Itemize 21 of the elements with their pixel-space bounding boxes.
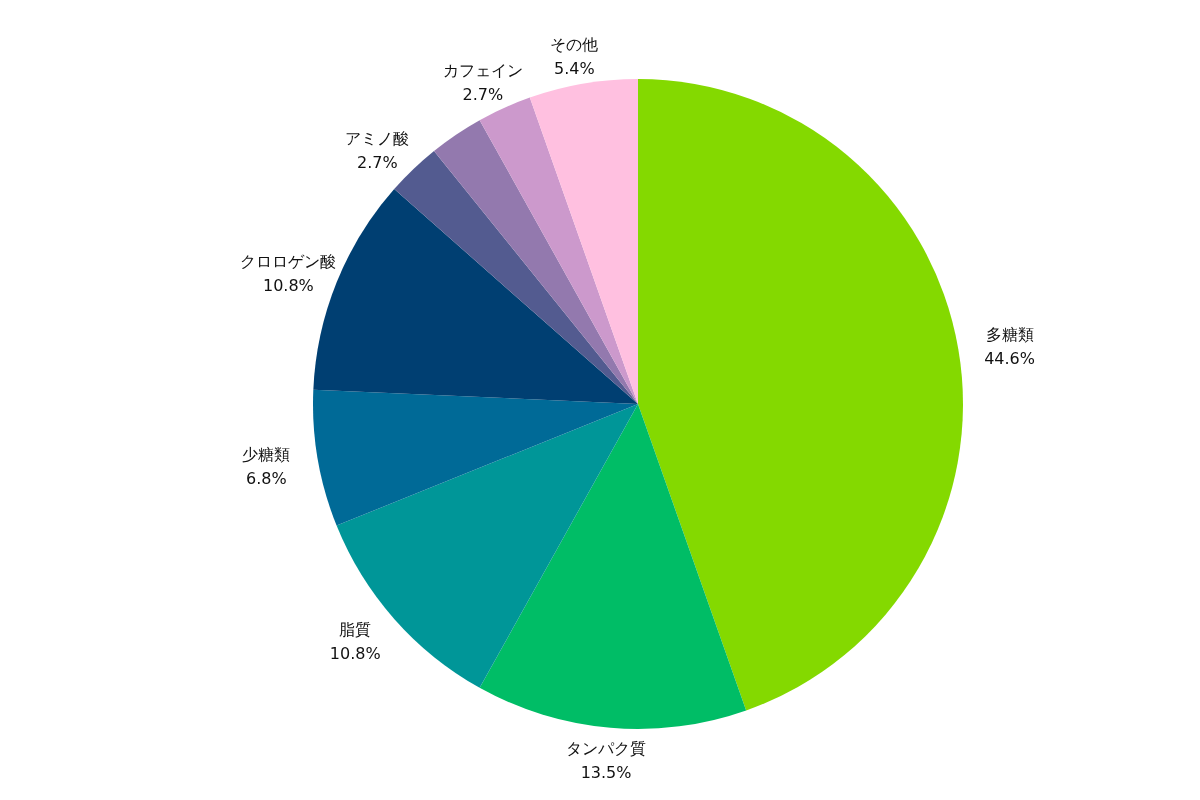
slice-label: 少糖類 (242, 444, 291, 464)
slice-label: その他 (550, 35, 599, 55)
pie-slice (529, 79, 638, 404)
data-label: 5.4% (554, 59, 595, 79)
data-label: 13.5% (580, 762, 632, 782)
pie-slice (313, 389, 638, 526)
slice-label: カフェイン (442, 61, 523, 81)
data-label: 6.8% (246, 468, 287, 488)
data-label: 10.8% (329, 643, 381, 663)
pie-slice (638, 79, 963, 711)
slice-label: クロロゲン酸 (240, 252, 337, 272)
slice-label: タンパク質 (566, 738, 647, 758)
slice-label: 多糖類 (985, 325, 1034, 345)
slice-label: アミノ酸 (345, 128, 410, 148)
data-label: 44.6% (984, 349, 1035, 369)
pie-slice (479, 404, 747, 729)
data-label: 2.7% (357, 152, 398, 172)
data-label: 2.7% (462, 85, 504, 105)
data-label: 10.8% (262, 276, 314, 296)
pie-slice (434, 120, 638, 404)
slice-label: 脂質 (339, 619, 372, 639)
